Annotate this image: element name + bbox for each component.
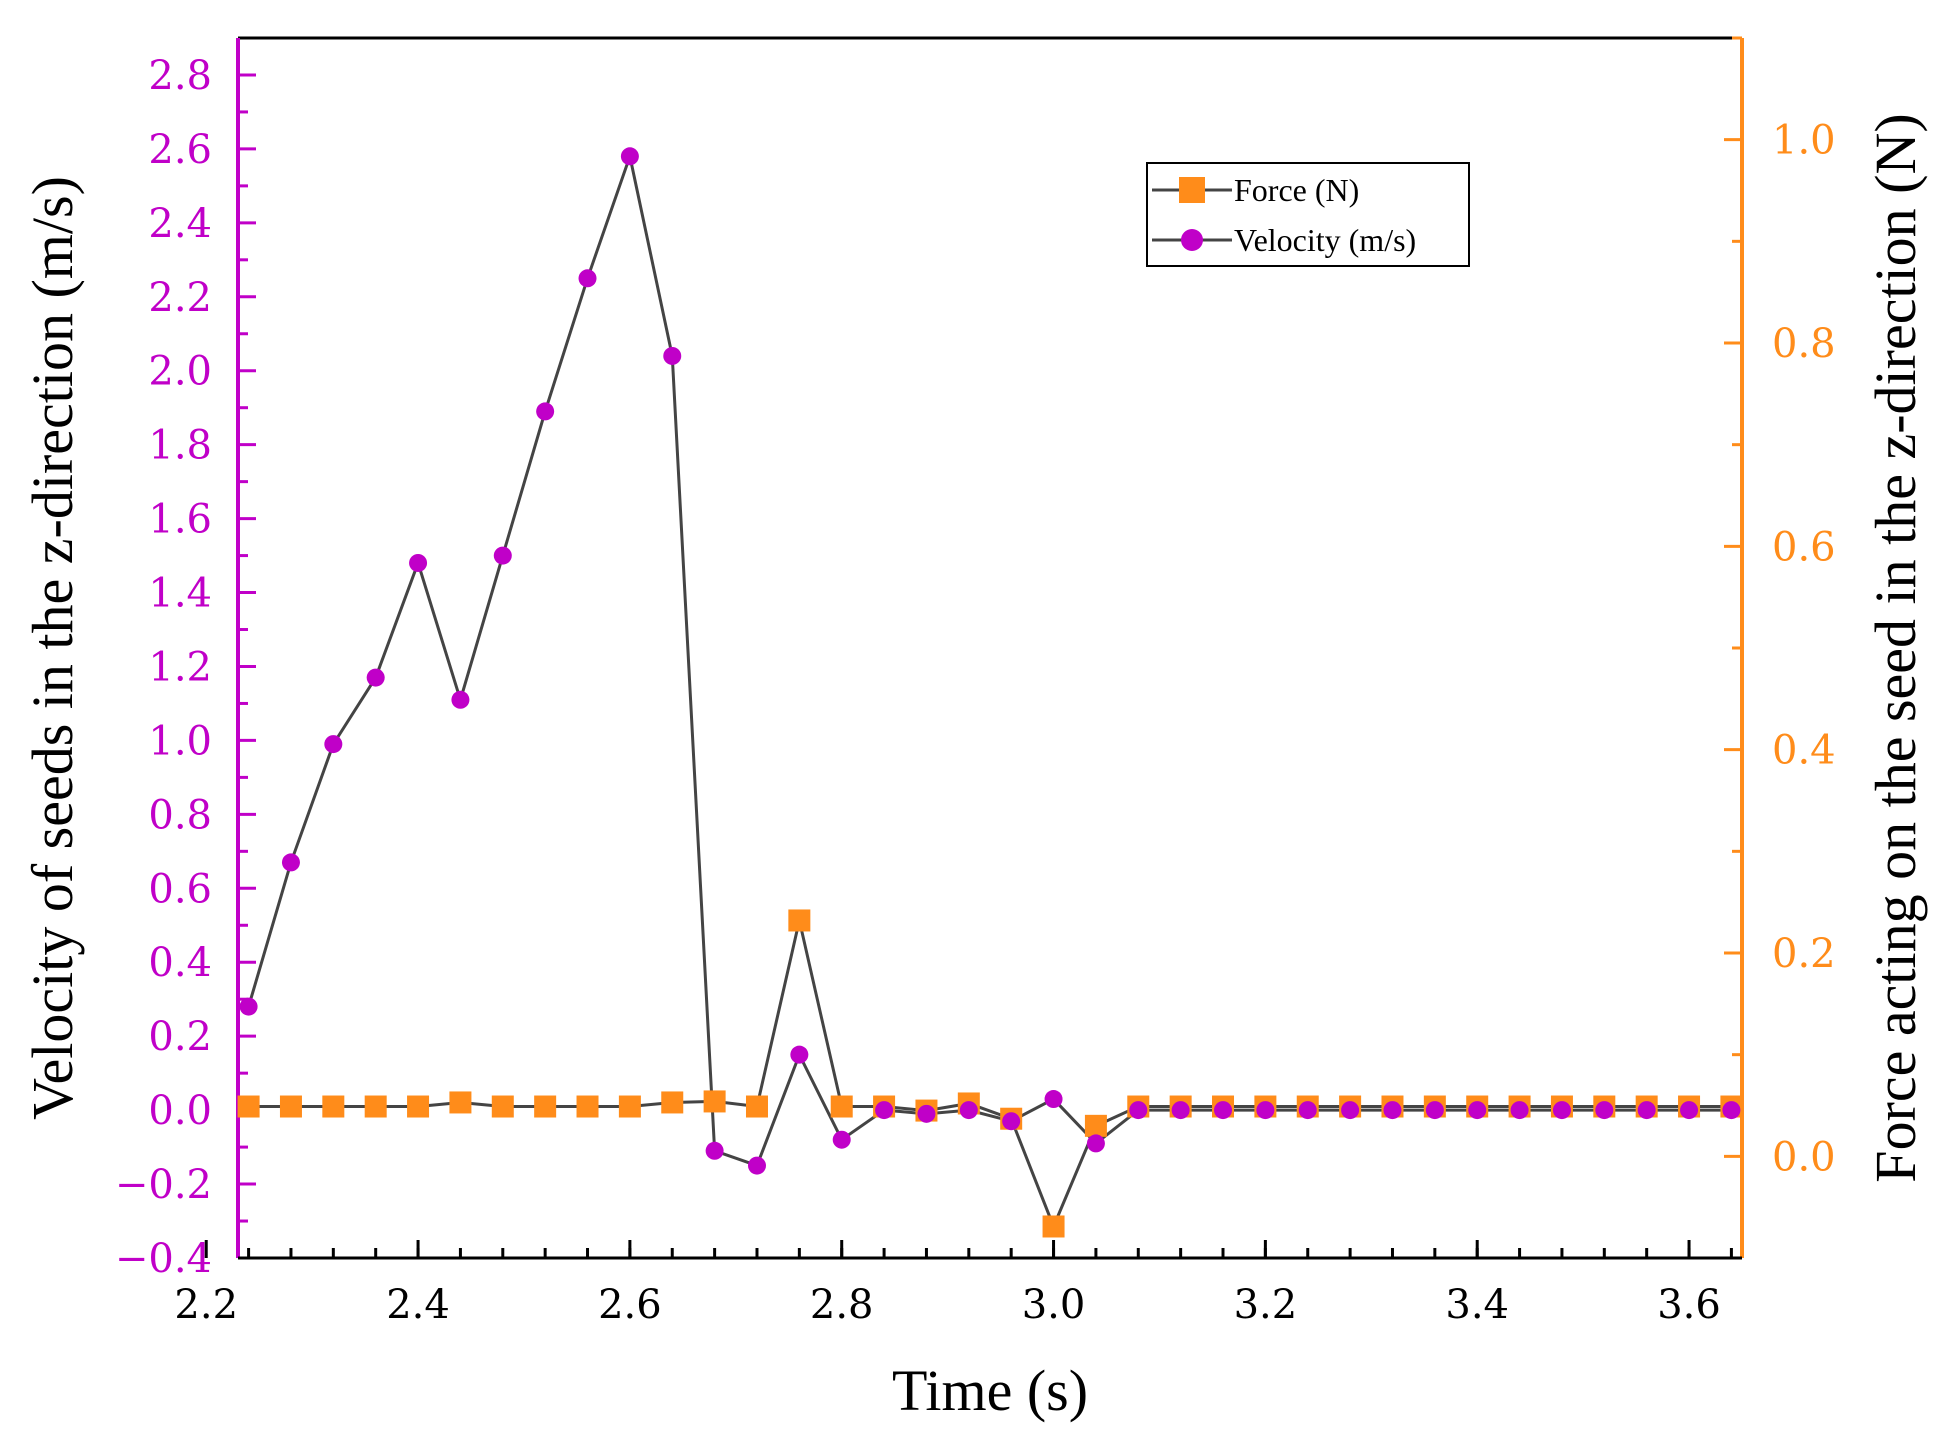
velocity-point: [1425, 1101, 1444, 1120]
left-tick-label: 1.8: [148, 423, 212, 469]
velocity-point: [1044, 1090, 1063, 1109]
left-tick-label: 0.0: [148, 1088, 212, 1134]
legend-velocity-marker: [1181, 229, 1203, 251]
velocity-point: [1129, 1101, 1148, 1120]
legend: Force (N) Velocity (m/s): [1146, 162, 1470, 267]
force-point: [788, 909, 811, 932]
velocity-point: [1171, 1101, 1190, 1120]
velocity-point: [1256, 1101, 1275, 1120]
force-point: [491, 1095, 514, 1118]
velocity-point: [281, 853, 300, 872]
x-tick-label: 3.6: [1657, 1282, 1721, 1328]
velocity-point: [366, 668, 385, 687]
velocity-point: [451, 690, 470, 709]
force-point: [576, 1095, 599, 1118]
velocity-point: [875, 1101, 894, 1120]
left-tick-label: 2.0: [148, 349, 212, 395]
left-tick-label: 1.0: [148, 718, 212, 764]
left-tick-label: 2.4: [148, 201, 212, 247]
right-y-axis-title: Force acting on the seed in the z-direct…: [1863, 113, 1928, 1182]
left-tick-label: 0.2: [148, 1014, 212, 1060]
velocity-point: [409, 553, 428, 572]
right-tick-label: 0.8: [1772, 321, 1836, 367]
force-point: [534, 1095, 557, 1118]
left-tick-label: 1.6: [148, 497, 212, 543]
right-tick-label: 0.0: [1772, 1134, 1836, 1180]
left-tick-label: 1.2: [148, 644, 212, 690]
velocity-point: [1298, 1101, 1317, 1120]
left-tick-label: 0.6: [148, 866, 212, 912]
velocity-point: [1595, 1101, 1614, 1120]
right-tick-label: 1.0: [1772, 118, 1836, 164]
left-y-axis: −0.4 −0.2 0.0 0.2 0.4 0.6 0.8 1.0 1.2 1.4 1.6 1.8 2.…: [115, 38, 256, 1282]
force-point: [661, 1091, 684, 1114]
velocity-point: [917, 1104, 936, 1123]
velocity-point: [1552, 1101, 1571, 1120]
right-tick-label: 0.6: [1772, 524, 1836, 570]
force-point: [364, 1095, 387, 1118]
x-tick-label: 2.8: [810, 1282, 874, 1328]
x-tick-label: 3.2: [1234, 1282, 1298, 1328]
left-tick-label: 2.6: [148, 127, 212, 173]
legend-force-label: Force (N): [1234, 172, 1359, 208]
velocity-point: [1510, 1101, 1529, 1120]
force-point: [237, 1095, 260, 1118]
force-point: [322, 1095, 345, 1118]
velocity-point: [790, 1045, 809, 1064]
velocity-point: [1722, 1101, 1741, 1120]
legend-velocity-label: Velocity (m/s): [1234, 222, 1416, 258]
right-y-axis: 0.0 0.2 0.4 0.6 0.8 1.0: [1724, 36, 1836, 1260]
velocity-point: [663, 346, 682, 365]
left-tick-label: 2.8: [148, 53, 212, 99]
left-tick-label: −0.2: [115, 1162, 212, 1208]
velocity-point: [1002, 1112, 1021, 1131]
velocity-point: [1468, 1101, 1487, 1120]
x-tick-label: 2.6: [598, 1282, 662, 1328]
right-tick-label: 0.2: [1772, 931, 1836, 977]
velocity-point: [1214, 1101, 1233, 1120]
x-axis: 2.2 2.4 2.6 2.8 3.0 3.2 3.4 3.6: [174, 1240, 1742, 1328]
velocity-point: [705, 1141, 724, 1160]
force-point: [449, 1091, 472, 1114]
velocity-point: [747, 1156, 766, 1175]
velocity-point: [493, 546, 512, 565]
left-tick-label: −0.4: [115, 1236, 212, 1282]
velocity-point: [1086, 1134, 1105, 1153]
x-tick-label: 2.2: [174, 1282, 238, 1328]
x-tick-label: 3.0: [1022, 1282, 1086, 1328]
x-tick-label: 2.4: [386, 1282, 450, 1328]
velocity-point: [832, 1130, 851, 1149]
velocity-point: [959, 1101, 978, 1120]
x-tick-label: 3.4: [1445, 1282, 1509, 1328]
force-point: [830, 1095, 853, 1118]
left-tick-label: 2.2: [148, 275, 212, 321]
left-tick-label: 1.4: [148, 571, 212, 617]
velocity-point: [324, 735, 343, 754]
left-y-axis-title: Velocity of seeds in the z-direction (m/…: [20, 176, 85, 1120]
left-tick-label: 0.8: [148, 792, 212, 838]
legend-force-marker: [1179, 177, 1205, 203]
force-point: [618, 1095, 641, 1118]
velocity-point: [239, 997, 258, 1016]
velocity-point: [578, 269, 597, 288]
velocity-point: [536, 402, 555, 421]
left-tick-label: 0.4: [148, 940, 212, 986]
force-point: [703, 1090, 726, 1113]
velocity-point: [1680, 1101, 1699, 1120]
velocity-point: [1383, 1101, 1402, 1120]
series-layer: [237, 147, 1743, 1238]
velocity-point: [1637, 1101, 1656, 1120]
right-tick-label: 0.4: [1772, 728, 1836, 774]
velocity-point: [620, 147, 639, 166]
force-point: [745, 1095, 768, 1118]
force-point: [1042, 1215, 1065, 1238]
x-axis-title: Time (s): [892, 1358, 1088, 1423]
force-point: [407, 1095, 430, 1118]
force-point: [279, 1095, 302, 1118]
force-point: [1084, 1114, 1107, 1137]
velocity-point: [1341, 1101, 1360, 1120]
